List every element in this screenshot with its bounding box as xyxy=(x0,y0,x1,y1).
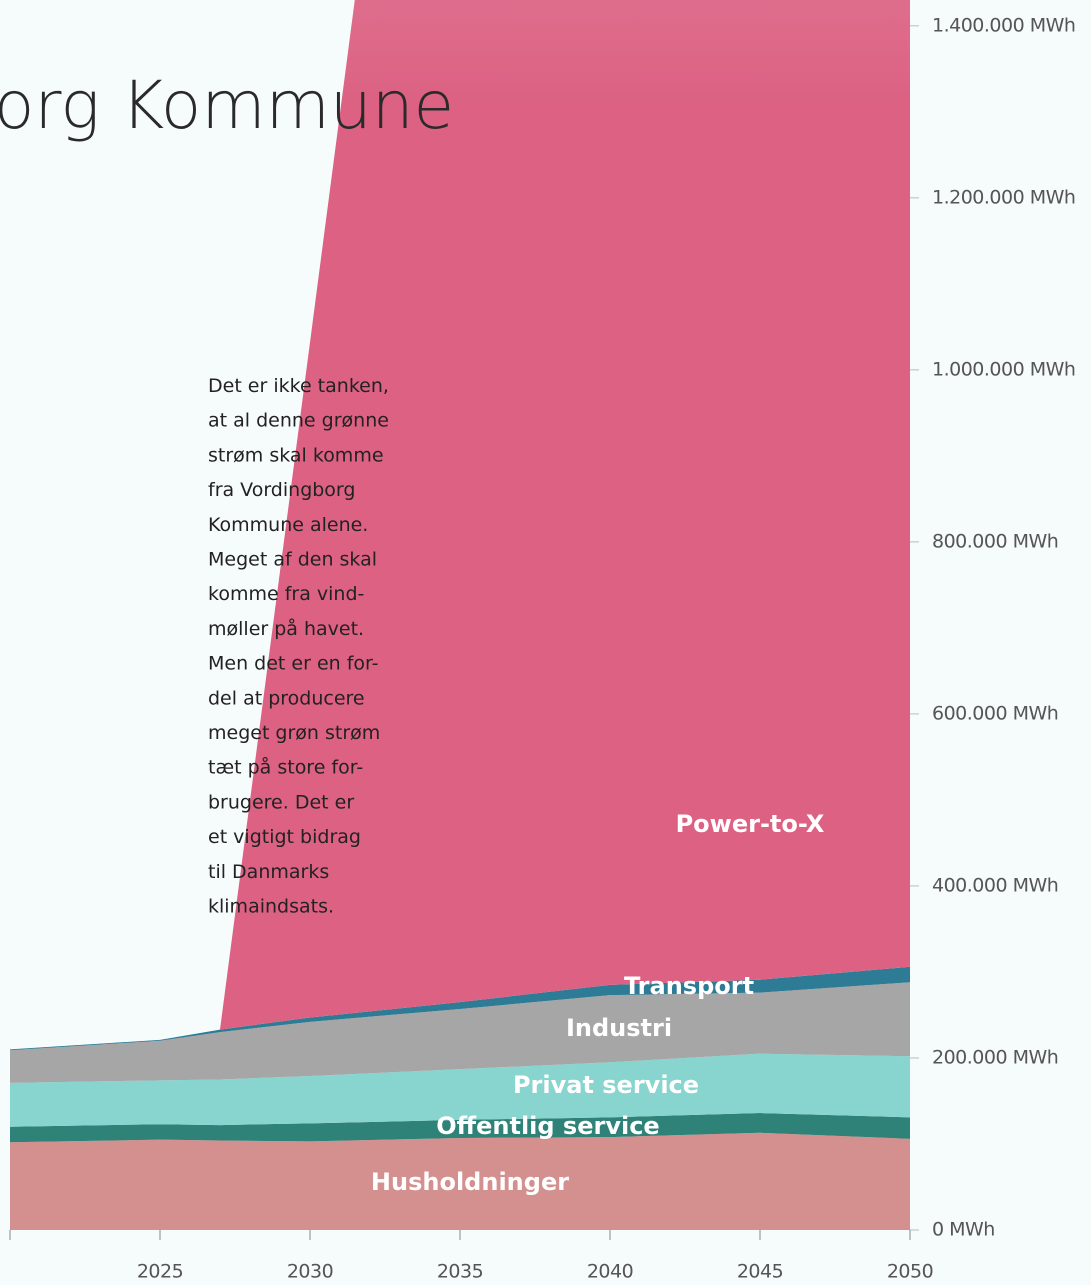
annotation-line: meget grøn strøm xyxy=(208,722,380,744)
area-5 xyxy=(10,0,910,1050)
area-3 xyxy=(10,982,910,1083)
x-tick-label: 2030 xyxy=(287,1261,333,1283)
series-label: Offentlig service xyxy=(436,1112,659,1140)
y-tick-label: 1.400.000 MWh xyxy=(932,14,1075,36)
annotation-line: møller på havet. xyxy=(208,617,364,640)
series-label: Husholdninger xyxy=(371,1168,569,1196)
x-tick-label: 2035 xyxy=(437,1261,483,1283)
series-label: Power-to-X xyxy=(676,810,825,838)
annotation-line: Kommune alene. xyxy=(208,514,368,536)
annotation-line: fra Vordingborg xyxy=(208,479,355,501)
annotation-line: Det er ikke tanken, xyxy=(208,375,389,397)
annotation-line: brugere. Det er xyxy=(208,791,354,813)
y-tick-label: 400.000 MWh xyxy=(932,874,1058,896)
annotation-line: til Danmarks xyxy=(208,861,329,883)
annotation-line: at al denne grønne xyxy=(208,410,389,432)
annotation-line: Meget af den skal xyxy=(208,549,377,571)
series-label: Industri xyxy=(566,1014,672,1042)
area-4 xyxy=(10,966,910,1051)
annotation-line: del at producere xyxy=(208,687,365,709)
x-tick-label: 2025 xyxy=(137,1261,183,1283)
y-tick-label: 600.000 MWh xyxy=(932,702,1058,724)
series-label: Transport xyxy=(624,972,754,1000)
annotation-line: klimaindsats. xyxy=(208,896,334,918)
annotation-line: et vigtigt bidrag xyxy=(208,826,361,848)
annotation-line: komme fra vind- xyxy=(208,583,364,605)
annotation-line: tæt på store for- xyxy=(208,756,363,779)
y-tick-label: 1.200.000 MWh xyxy=(932,186,1075,208)
y-tick-label: 200.000 MWh xyxy=(932,1046,1058,1068)
series-label: Privat service xyxy=(513,1071,699,1099)
x-tick-label: 2050 xyxy=(887,1261,933,1283)
y-tick-label: 1.000.000 MWh xyxy=(932,358,1075,380)
annotation-line: strøm skal komme xyxy=(208,444,384,466)
area-0 xyxy=(10,1132,910,1230)
area-2 xyxy=(10,1053,910,1127)
plot-area xyxy=(10,0,910,1230)
area-1 xyxy=(10,1113,910,1143)
annotation-line: Men det er en for- xyxy=(208,653,378,675)
y-tick-label: 800.000 MWh xyxy=(932,530,1058,552)
y-tick-label: 0 MWh xyxy=(932,1219,995,1241)
x-tick-label: 2045 xyxy=(737,1261,783,1283)
x-tick-label: 2040 xyxy=(587,1261,633,1283)
chart-title: org Kommune xyxy=(0,67,454,144)
